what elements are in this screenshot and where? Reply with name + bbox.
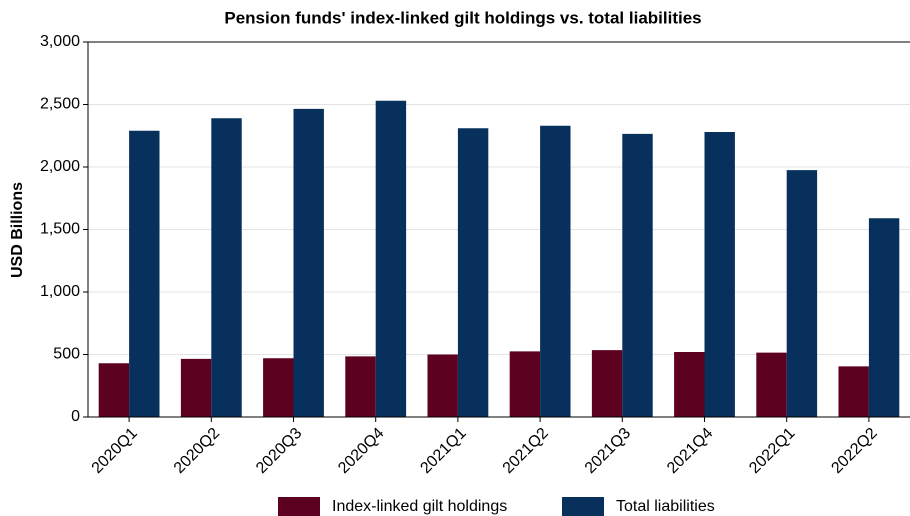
x-tick-label: 2020Q3 <box>253 425 305 477</box>
y-tick-label: 3,000 <box>40 33 80 50</box>
x-tick-label: 2022Q2 <box>828 425 880 477</box>
x-tick-label: 2021Q3 <box>582 425 634 477</box>
legend-label: Index-linked gilt holdings <box>332 498 507 515</box>
bar <box>509 351 541 417</box>
legend-swatch <box>562 497 604 516</box>
x-tick-label: 2021Q2 <box>500 425 552 477</box>
y-axis-label: USD Billions <box>9 182 26 278</box>
bar <box>786 170 818 417</box>
x-tick-label: 2021Q4 <box>664 425 716 477</box>
x-tick-label: 2020Q2 <box>171 425 223 477</box>
bar <box>211 118 242 417</box>
bar <box>427 354 458 417</box>
bar <box>263 358 294 417</box>
y-tick-label: 1,000 <box>40 283 80 300</box>
y-tick-label: 500 <box>53 346 80 363</box>
x-tick-label: 2020Q4 <box>335 425 387 477</box>
bar <box>98 363 130 417</box>
bar <box>622 133 653 417</box>
x-tick-label: 2020Q1 <box>89 425 141 477</box>
bar <box>457 128 489 417</box>
bar <box>756 352 787 417</box>
y-tick-label: 2,000 <box>40 158 80 175</box>
y-tick-label: 1,500 <box>40 221 80 238</box>
bar <box>540 125 571 417</box>
bar <box>375 100 407 417</box>
bar <box>868 218 900 417</box>
legend-swatch <box>278 497 320 516</box>
legend-label: Total liabilities <box>616 498 715 515</box>
chart-title: Pension funds' index-linked gilt holding… <box>224 8 701 27</box>
y-tick-label: 2,500 <box>40 96 80 113</box>
x-tick-label: 2021Q1 <box>417 425 469 477</box>
bar <box>674 352 705 417</box>
bar <box>591 350 623 417</box>
bar <box>180 358 212 417</box>
x-tick-label: 2022Q1 <box>746 425 798 477</box>
bar <box>838 366 869 417</box>
bar <box>129 130 160 417</box>
bar <box>345 356 376 417</box>
y-tick-label: 0 <box>71 408 80 425</box>
bar <box>704 132 735 417</box>
bar <box>293 108 324 417</box>
